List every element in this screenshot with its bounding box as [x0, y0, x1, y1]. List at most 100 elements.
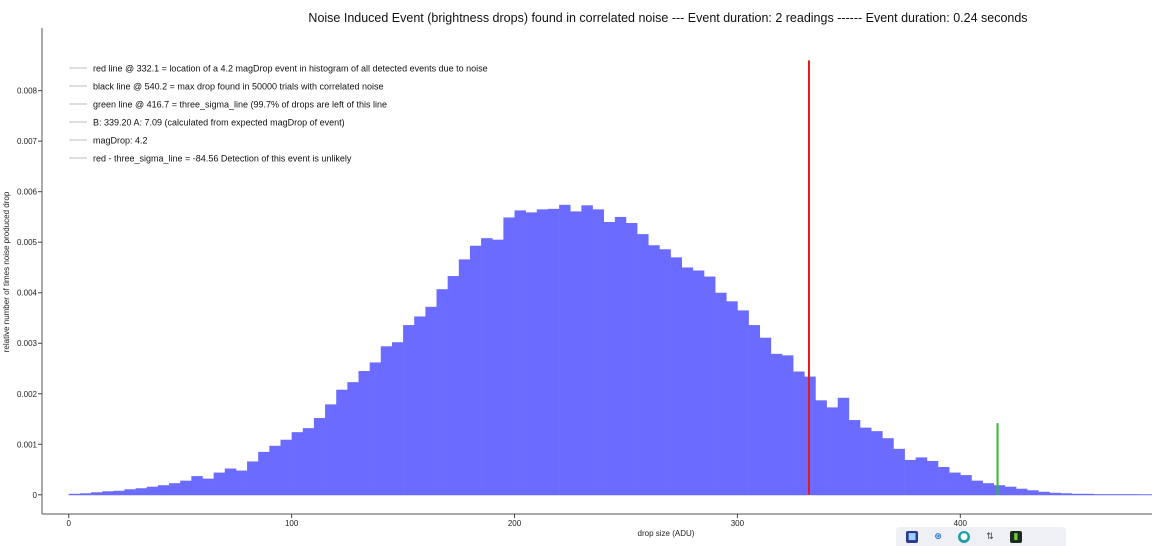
- histogram-bar: [703, 276, 716, 495]
- histogram-bar: [458, 259, 471, 495]
- histogram-bar: [113, 490, 125, 495]
- histogram-bar: [715, 292, 727, 495]
- histogram-bar: [180, 480, 192, 495]
- x-tick-label: 0: [67, 519, 72, 528]
- histogram-bar: [124, 489, 136, 495]
- histogram-bar: [893, 448, 905, 495]
- histogram-bar: [414, 316, 426, 495]
- x-tick-label: 100: [285, 519, 299, 528]
- histogram-bar: [102, 491, 114, 495]
- histogram-bar: [1082, 493, 1095, 495]
- histogram-bar: [91, 492, 103, 495]
- histogram-bar: [347, 382, 359, 495]
- histogram-bar: [603, 221, 616, 495]
- histogram-bar: [469, 245, 482, 495]
- histogram-bar: [770, 353, 783, 495]
- histogram-bar: [525, 212, 538, 495]
- histogram-bar: [1049, 492, 1061, 495]
- histogram-bar: [748, 325, 761, 495]
- system-tray: ■ ⊛ ● ⇅ ▮: [896, 527, 1066, 546]
- histogram-bar: [213, 472, 226, 495]
- y-tick-label: 0: [33, 491, 38, 500]
- y-tick-label: 0.003: [17, 339, 38, 348]
- histogram-bar: [302, 428, 315, 495]
- histogram-bar: [692, 270, 705, 495]
- histogram-bar: [659, 249, 671, 495]
- histogram-bar: [871, 431, 883, 495]
- histogram-bar: [815, 400, 827, 495]
- histogram-bar: [993, 485, 1006, 495]
- histogram-bar: [403, 325, 415, 495]
- usb-icon[interactable]: ⇅: [986, 531, 994, 542]
- histogram-bar: [1027, 490, 1039, 495]
- histogram-bar: [547, 208, 560, 495]
- histogram-bar: [982, 483, 995, 495]
- histogram-bar: [503, 217, 515, 495]
- histogram-bar: [258, 451, 270, 495]
- y-tick-label: 0.001: [17, 440, 38, 449]
- histogram-bar: [570, 211, 582, 495]
- chart-title: Noise Induced Event (brightness drops) f…: [308, 11, 1027, 25]
- histogram-bar: [737, 310, 749, 495]
- histogram-bar: [759, 337, 772, 495]
- histogram-bar: [782, 355, 794, 495]
- bluetooth-icon[interactable]: ⊛: [934, 531, 942, 542]
- gpu-icon[interactable]: ▮: [1010, 530, 1022, 543]
- y-tick-label: 0.002: [17, 390, 38, 399]
- histogram-bar: [1038, 491, 1050, 495]
- histogram-bar: [637, 234, 649, 495]
- histogram-bar: [369, 362, 382, 495]
- histogram-bar: [336, 389, 348, 495]
- histogram-bar: [625, 223, 638, 495]
- legend-entry: black line @ 540.2 = max drop found in 5…: [93, 82, 384, 92]
- app-icon[interactable]: ■: [906, 530, 918, 543]
- x-tick-label: 200: [508, 519, 522, 528]
- histogram-bar: [648, 245, 660, 495]
- histogram-bar: [904, 459, 917, 495]
- histogram-bar: [280, 439, 292, 495]
- histogram-bar: [1004, 486, 1017, 495]
- histogram-bar: [670, 257, 682, 495]
- x-axis-label: drop size (ADU): [638, 529, 695, 538]
- histogram-bar: [291, 432, 304, 495]
- histogram-bar: [848, 420, 861, 495]
- histogram-bar: [971, 480, 983, 495]
- histogram-bar: [202, 478, 214, 495]
- histogram-bar: [1071, 493, 1084, 495]
- histogram-bar: [391, 342, 404, 495]
- histogram-bar: [447, 276, 460, 495]
- legend-entry: green line @ 416.7 = three_sigma_line (9…: [93, 100, 387, 110]
- histogram-bar: [492, 239, 504, 495]
- histogram-bar: [436, 289, 448, 495]
- histogram-bar: [235, 470, 248, 495]
- legend-entry: B: 339.20 A: 7.09 (calculated from expec…: [93, 118, 345, 128]
- network-icon[interactable]: ●: [958, 530, 970, 543]
- x-tick-label: 400: [954, 519, 968, 528]
- histogram-bar: [514, 210, 526, 495]
- histogram-bar: [157, 485, 170, 495]
- histogram-bar: [938, 467, 950, 495]
- histogram-bar: [68, 493, 81, 495]
- histogram-bar: [1016, 488, 1028, 495]
- legend-entry: magDrop: 4.2: [93, 136, 148, 146]
- y-tick-label: 0.008: [17, 87, 38, 96]
- histogram-bar: [169, 483, 181, 495]
- histogram-bar: [247, 461, 259, 495]
- histogram-bar: [191, 476, 203, 495]
- histogram-bar: [224, 468, 237, 495]
- histogram-bar: [146, 486, 159, 495]
- histogram-bar: [79, 493, 92, 495]
- histogram-bar: [949, 472, 961, 495]
- histogram-bar: [860, 427, 872, 495]
- histogram-bar: [536, 209, 549, 495]
- histogram-bar: [425, 306, 437, 495]
- histogram-bar: [592, 209, 604, 495]
- legend-entry: red - three_sigma_line = -84.56 Detectio…: [93, 154, 352, 164]
- y-tick-label: 0.005: [17, 238, 38, 247]
- histogram-bar: [269, 445, 281, 495]
- histogram-bar: [1060, 493, 1073, 495]
- histogram-bar: [837, 397, 850, 495]
- histogram-bar: [882, 438, 894, 495]
- histogram-bar: [826, 407, 839, 495]
